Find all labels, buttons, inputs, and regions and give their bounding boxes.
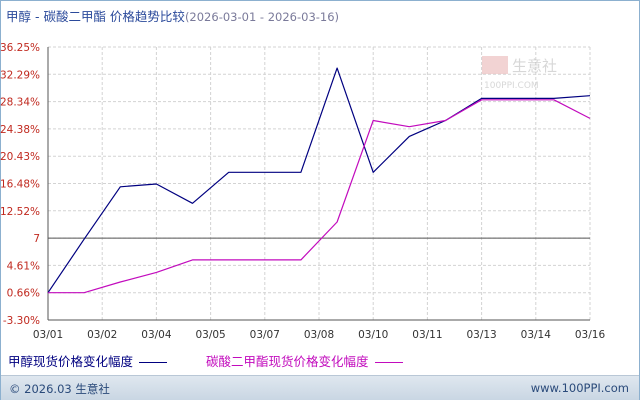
y-tick-label: 32.29% — [0, 69, 40, 81]
x-tick-label: 03/16 — [575, 329, 606, 341]
legend-item-dmc: 碳酸二甲酯现货价格变化幅度 — [206, 351, 403, 370]
x-tick-label: 03/13 — [466, 329, 496, 341]
y-tick-label: 20.43% — [0, 151, 40, 163]
chart-title-text: 甲醇 - 碳酸二甲酯 价格趋势比较 — [6, 9, 185, 24]
y-tick-label: 7 — [33, 233, 40, 245]
x-tick-label: 03/01 — [33, 329, 63, 341]
chart-axes — [47, 47, 590, 321]
x-tick-label: 03/11 — [412, 329, 442, 341]
chart-title: 甲醇 - 碳酸二甲酯 价格趋势比较(2026-03-01 - 2026-03-1… — [6, 6, 339, 25]
x-tick-label: 03/02 — [87, 329, 117, 341]
y-tick-label: 16.48% — [0, 179, 40, 191]
x-tick-label: 03/04 — [141, 329, 172, 341]
footer-copyright: © 2026.03 生意社 — [9, 382, 110, 396]
y-tick-label: -3.30% — [3, 315, 40, 327]
y-tick-label: 28.34% — [0, 97, 40, 109]
chart-date-range: (2026-03-01 - 2026-03-16) — [184, 10, 340, 24]
x-tick-label: 03/08 — [304, 329, 334, 341]
y-tick-label: 12.52% — [0, 206, 40, 218]
footer-bar: © 2026.03 生意社 www.100PPI.com — [1, 375, 639, 400]
y-tick-label: 0.66% — [7, 288, 40, 300]
watermark-name: 生意社 — [512, 57, 557, 75]
y-tick-label: 24.38% — [0, 124, 40, 136]
legend-item-methanol: 甲醇现货价格变化幅度 — [8, 351, 168, 370]
chart-series — [47, 67, 591, 294]
watermark-url: 100PPI.COM — [484, 81, 539, 91]
y-tick-label: 4.61% — [7, 260, 40, 272]
legend-swatch-dmc — [374, 362, 403, 363]
legend-label-dmc: 碳酸二甲酯现货价格变化幅度 — [206, 354, 369, 369]
x-tick-label: 03/10 — [358, 329, 388, 341]
x-tick-label: 03/14 — [521, 329, 552, 341]
series-line-dmc — [48, 99, 591, 294]
x-axis-labels: 03/01 03/02 03/04 03/05 03/07 03/08 03/10 03/11… — [33, 329, 606, 341]
watermark-logo-icon — [482, 56, 508, 74]
y-axis-labels: 36.25% 32.29% 28.34% 24.38% 20.43% 16.48% 12.5… — [0, 42, 40, 327]
legend-swatch-methanol — [139, 362, 168, 363]
x-tick-label: 03/05 — [195, 329, 225, 341]
y-tick-label: 36.25% — [0, 42, 40, 54]
legend-label-methanol: 甲醇现货价格变化幅度 — [8, 354, 134, 369]
series-line-methanol — [47, 67, 591, 294]
footer-site-link[interactable]: www.100PPI.com — [530, 381, 629, 395]
chart-legend: 甲醇现货价格变化幅度 碳酸二甲酯现货价格变化幅度 — [8, 351, 628, 369]
x-tick-label: 03/07 — [250, 329, 280, 341]
watermark-logo: 生意社 100PPI.COM — [482, 56, 557, 91]
